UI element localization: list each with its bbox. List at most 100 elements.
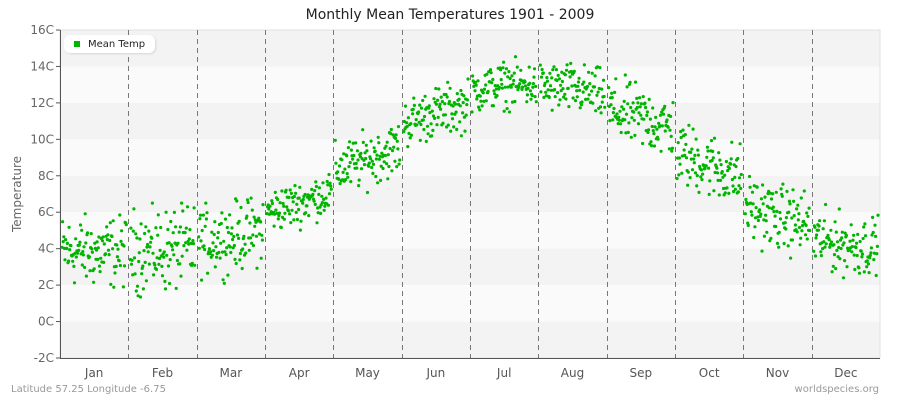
data-point — [590, 71, 594, 75]
data-point — [598, 105, 603, 109]
data-point — [774, 224, 778, 229]
data-point — [156, 233, 160, 237]
data-point — [792, 199, 796, 203]
data-point — [692, 157, 696, 161]
data-point — [814, 236, 818, 240]
data-point — [451, 104, 455, 108]
data-point — [850, 245, 855, 249]
data-point — [824, 202, 828, 207]
data-point — [229, 232, 233, 236]
data-point — [528, 81, 532, 85]
data-point — [220, 211, 224, 215]
data-point — [876, 213, 880, 217]
data-point — [174, 225, 178, 229]
data-point — [869, 246, 874, 250]
data-point — [476, 79, 480, 83]
data-point — [157, 256, 162, 261]
data-point — [303, 192, 307, 197]
data-point — [780, 194, 784, 198]
data-point — [851, 238, 855, 242]
data-point — [854, 246, 858, 250]
data-point — [503, 71, 507, 75]
data-point — [455, 127, 459, 131]
data-point — [461, 101, 465, 105]
data-point — [428, 111, 432, 115]
data-point — [206, 271, 210, 275]
data-point — [97, 264, 102, 268]
data-point — [374, 174, 378, 179]
data-point — [795, 207, 799, 211]
data-point — [769, 197, 774, 201]
data-point — [753, 225, 757, 229]
data-point — [771, 205, 775, 209]
data-point — [480, 104, 484, 108]
data-point — [247, 248, 251, 252]
data-point — [724, 159, 729, 164]
data-point — [115, 243, 119, 247]
data-point — [222, 239, 226, 243]
data-point — [359, 167, 364, 171]
data-point — [575, 89, 579, 93]
data-point — [675, 176, 679, 181]
data-point — [356, 158, 360, 162]
data-point — [135, 284, 140, 288]
data-point — [585, 84, 590, 89]
data-point — [478, 94, 482, 98]
data-point — [141, 264, 145, 268]
location-caption: Latitude 57.25 Longitude -6.75 — [11, 384, 166, 395]
data-point — [162, 255, 166, 259]
data-point — [737, 176, 742, 180]
data-point — [760, 249, 764, 253]
data-point — [243, 242, 247, 246]
x-tick-label: Oct — [699, 366, 720, 380]
data-point — [294, 210, 298, 214]
data-point — [379, 164, 383, 168]
data-point — [367, 161, 371, 165]
data-point — [550, 76, 554, 80]
data-point — [689, 157, 693, 161]
data-point — [687, 123, 691, 127]
data-point — [111, 219, 115, 223]
data-point — [474, 83, 478, 87]
data-point — [383, 153, 387, 158]
data-point — [320, 194, 324, 198]
data-point — [669, 134, 673, 138]
data-point — [784, 216, 789, 220]
data-point — [379, 178, 383, 182]
data-point — [99, 256, 103, 260]
data-point — [202, 244, 206, 248]
data-point — [403, 104, 408, 108]
data-point — [479, 99, 483, 103]
data-point — [832, 253, 837, 257]
data-point — [727, 166, 732, 170]
data-point — [782, 241, 786, 246]
data-point — [863, 222, 867, 226]
data-point — [168, 258, 172, 262]
data-point — [499, 68, 503, 72]
data-point — [860, 252, 865, 256]
data-point — [63, 258, 67, 262]
data-point — [390, 169, 394, 173]
data-point — [365, 190, 370, 195]
data-point — [151, 251, 155, 255]
data-point — [144, 225, 148, 229]
data-point — [834, 267, 838, 271]
data-point — [611, 111, 616, 115]
data-point — [372, 146, 376, 150]
data-point — [752, 235, 756, 240]
data-point — [78, 240, 82, 244]
data-point — [216, 236, 220, 240]
data-point — [359, 151, 363, 155]
data-point — [374, 157, 378, 161]
data-point — [72, 281, 77, 285]
data-point — [595, 93, 599, 97]
data-point — [774, 190, 778, 194]
data-point — [636, 122, 641, 126]
data-point — [860, 255, 864, 259]
data-point — [106, 248, 111, 252]
data-point — [222, 281, 226, 285]
data-point — [521, 85, 525, 89]
data-point — [232, 243, 236, 248]
data-point — [587, 70, 591, 74]
data-point — [484, 99, 488, 103]
